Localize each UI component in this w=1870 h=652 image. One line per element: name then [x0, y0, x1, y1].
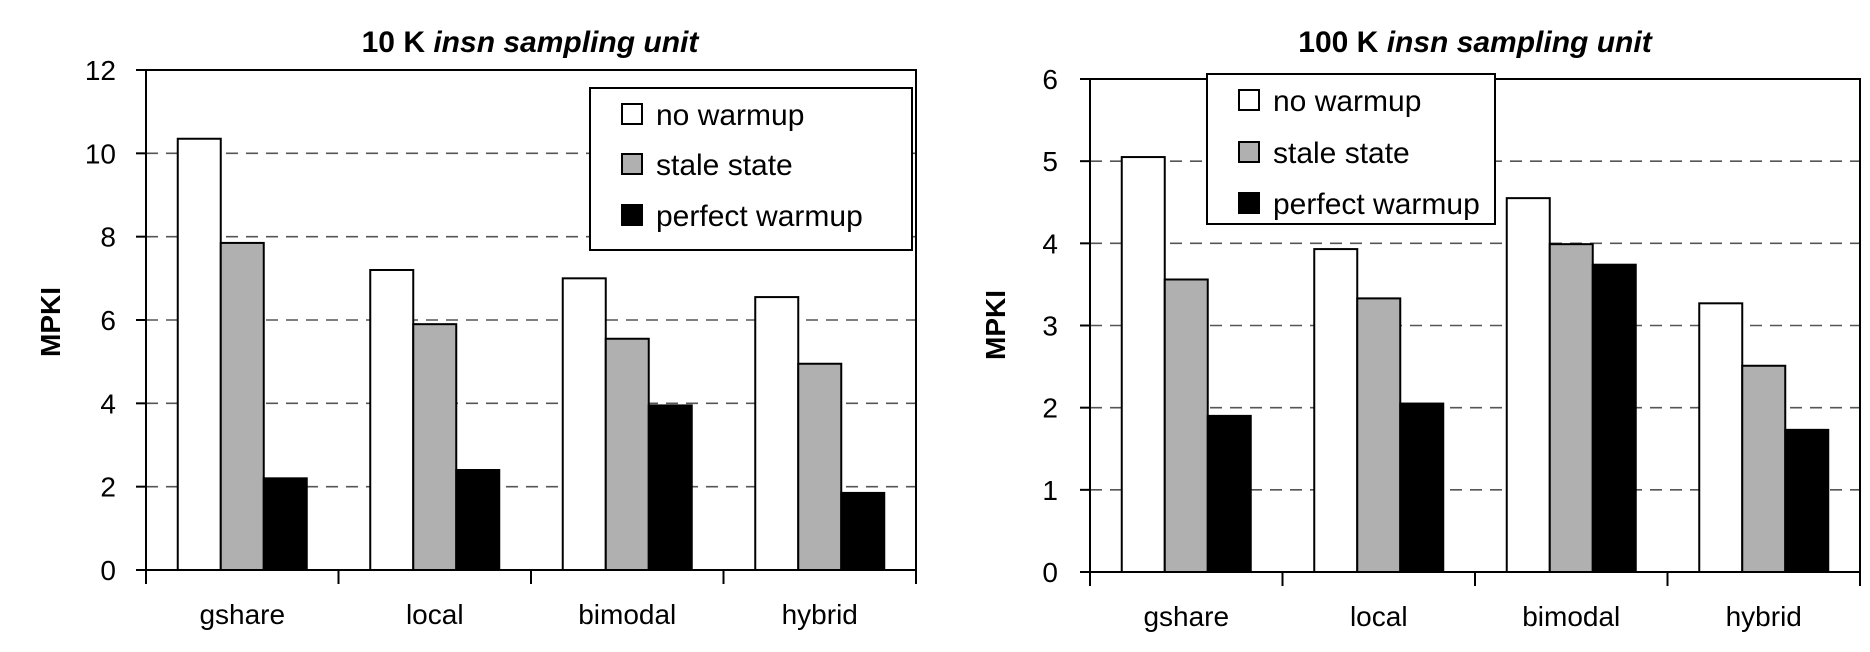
bar-perfect-warmup-hybrid [1784, 428, 1830, 573]
x-tick-label: gshare [1143, 601, 1229, 632]
y-tick-label: 0 [100, 555, 116, 586]
chart-10k: 10 K insn sampling unit MPKI 0 2 4 6 8 10 12 g… [35, 26, 917, 630]
y-axis-label: MPKI [980, 290, 1011, 360]
bar-perfect-warmup-local [1399, 402, 1445, 573]
bar-stale-state-hybrid [797, 362, 843, 571]
legend-swatch-perfect-warmup [621, 204, 643, 226]
bar-no-warmup-gshare [1120, 156, 1166, 574]
y-tick-labels: 0 1 2 3 4 5 6 [1042, 64, 1058, 588]
y-tick-label: 10 [85, 138, 116, 169]
y-tick-label: 12 [85, 55, 116, 86]
legend-swatch-stale-state [621, 153, 643, 175]
y-tick-label: 6 [1042, 64, 1058, 95]
y-axis-label: MPKI [35, 287, 66, 357]
legend-label: perfect warmup [1273, 188, 1480, 221]
legend: no warmup stale state perfect warmup [589, 87, 913, 251]
bar-stale-state-bimodal [1548, 243, 1594, 573]
y-tick-label: 4 [100, 388, 116, 419]
bar-stale-state-bimodal [604, 337, 650, 571]
legend-box [589, 87, 913, 251]
bar-no-warmup-local [369, 269, 415, 571]
x-tick-label: local [1350, 601, 1408, 632]
y-tick-labels: 0 2 4 6 8 10 12 [85, 55, 116, 586]
x-tick-label: gshare [199, 599, 285, 630]
bar-no-warmup-gshare [176, 137, 222, 571]
chart-title: 100 K insn sampling unit [1298, 26, 1653, 59]
y-tick-label: 2 [100, 472, 116, 503]
bar-perfect-warmup-hybrid [840, 491, 886, 571]
legend-swatch-stale-state [1238, 141, 1260, 163]
bar-perfect-warmup-local [455, 469, 501, 571]
bars [1120, 156, 1830, 574]
legend-label: perfect warmup [656, 200, 863, 233]
bar-stale-state-hybrid [1741, 364, 1787, 573]
legend-label: stale state [656, 149, 793, 182]
bar-no-warmup-bimodal [561, 277, 607, 571]
bar-perfect-warmup-bimodal [647, 404, 693, 571]
y-tick-label: 1 [1042, 475, 1058, 506]
bar-no-warmup-hybrid [754, 296, 800, 571]
legend-swatch-no-warmup [621, 103, 643, 125]
legend: no warmup stale state perfect warmup [1206, 73, 1496, 225]
legend-label: no warmup [1273, 85, 1421, 118]
x-tick-labels: gshare local bimodal hybrid [199, 599, 857, 630]
y-tick-label: 5 [1042, 146, 1058, 177]
bars [176, 137, 886, 572]
x-tick-label: hybrid [1726, 601, 1802, 632]
y-tick-label: 0 [1042, 557, 1058, 588]
bar-perfect-warmup-gshare [1206, 414, 1252, 573]
bar-no-warmup-local [1313, 248, 1359, 574]
x-tick-label: local [406, 599, 464, 630]
bar-no-warmup-bimodal [1505, 197, 1551, 573]
bar-perfect-warmup-bimodal [1591, 263, 1637, 573]
y-tick-label: 8 [100, 222, 116, 253]
bar-stale-state-gshare [219, 241, 265, 572]
y-tick-label: 6 [100, 305, 116, 336]
bar-no-warmup-hybrid [1698, 302, 1744, 573]
x-tick-label: hybrid [782, 599, 858, 630]
legend-swatch-no-warmup [1238, 89, 1260, 111]
bar-stale-state-gshare [1163, 278, 1209, 573]
bar-perfect-warmup-gshare [262, 477, 308, 572]
y-tick-label: 3 [1042, 311, 1058, 342]
x-tick-labels: gshare local bimodal hybrid [1143, 601, 1801, 632]
chart-title: 10 K insn sampling unit [362, 26, 701, 59]
y-tick-label: 4 [1042, 228, 1058, 259]
bar-stale-state-local [412, 323, 458, 571]
axes [136, 69, 917, 584]
legend-swatch-perfect-warmup [1238, 192, 1260, 214]
x-tick-label: bimodal [1522, 601, 1620, 632]
legend-label: no warmup [656, 99, 804, 132]
bar-stale-state-local [1356, 297, 1402, 573]
legend-label: stale state [1273, 137, 1410, 170]
x-tick-label: bimodal [578, 599, 676, 630]
y-tick-label: 2 [1042, 393, 1058, 424]
chart-100k: 100 K insn sampling unit MPKI 0 1 2 3 4 5 6 gs… [980, 26, 1861, 632]
